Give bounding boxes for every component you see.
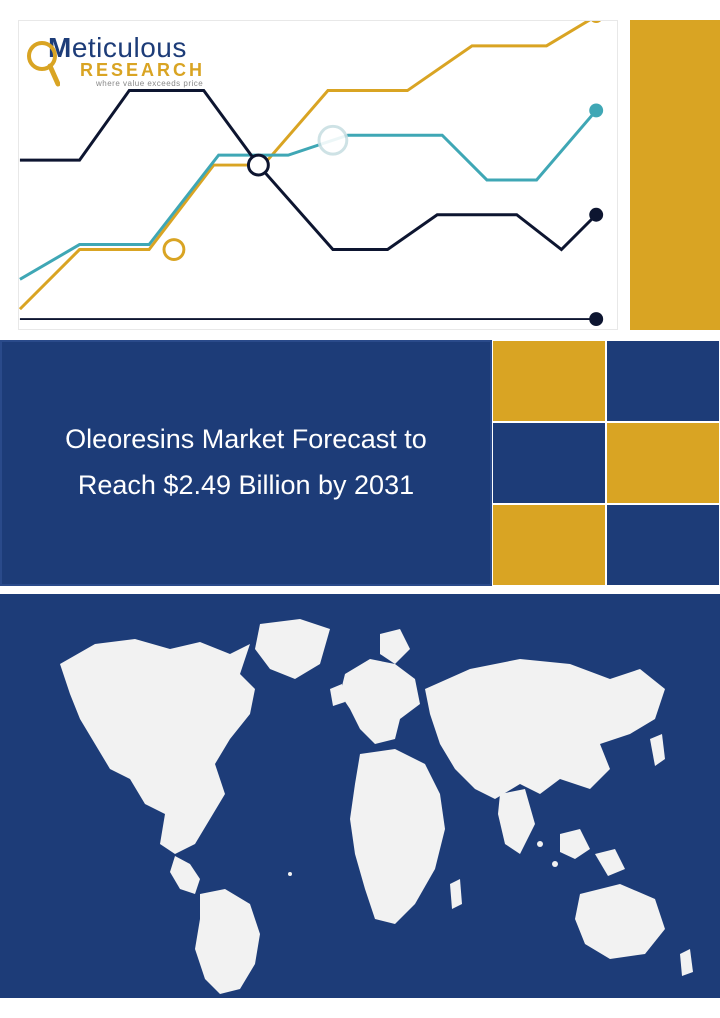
grid-cell bbox=[492, 340, 606, 422]
grid-row bbox=[492, 340, 720, 422]
grid-cell bbox=[492, 422, 606, 504]
logo-tagline: where value exceeds price bbox=[96, 79, 205, 88]
grid-cell bbox=[606, 422, 720, 504]
logo-rest: eticulous bbox=[72, 32, 187, 63]
grid-row bbox=[492, 422, 720, 504]
report-cover: Meticulous RESEARCH where value exceeds … bbox=[0, 0, 720, 1018]
logo-text-line2: RESEARCH bbox=[80, 60, 205, 81]
grid-cell bbox=[606, 340, 720, 422]
world-map bbox=[0, 594, 720, 998]
title-box: Oleoresins Market Forecast to Reach $2.4… bbox=[0, 340, 492, 586]
grid-row bbox=[492, 504, 720, 586]
grid-cell bbox=[492, 504, 606, 586]
accent-bar bbox=[630, 20, 720, 330]
company-logo: Meticulous RESEARCH where value exceeds … bbox=[48, 32, 205, 88]
title-row: Oleoresins Market Forecast to Reach $2.4… bbox=[0, 340, 720, 586]
report-title: Oleoresins Market Forecast to Reach $2.4… bbox=[38, 417, 454, 509]
grid-cell bbox=[606, 504, 720, 586]
decorative-grid bbox=[492, 340, 720, 586]
world-map-panel bbox=[0, 594, 720, 998]
magnifier-icon bbox=[26, 40, 60, 92]
